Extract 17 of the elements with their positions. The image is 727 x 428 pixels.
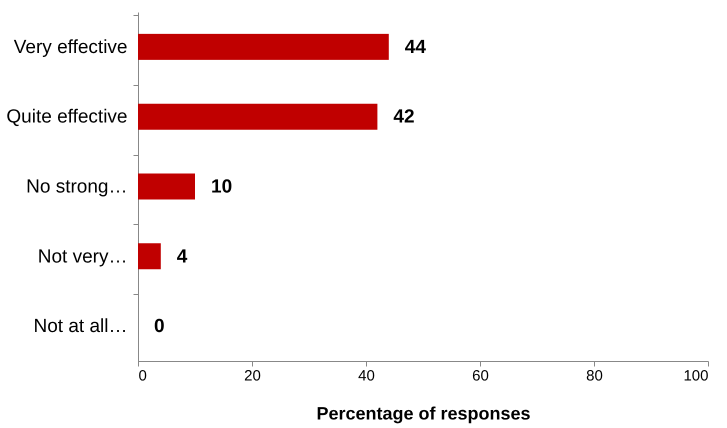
x-tick-label: 80 — [586, 368, 603, 384]
y-tick-label: Not very… — [38, 246, 128, 268]
data-label: 42 — [393, 106, 415, 128]
data-label: 4 — [176, 246, 188, 268]
y-tick-label: Very effective — [14, 36, 128, 58]
data-label: 0 — [154, 316, 165, 338]
data-label: 44 — [404, 36, 426, 58]
x-axis-title: Percentage of responses — [316, 404, 531, 424]
data-label: 10 — [211, 176, 232, 198]
x-tick-label: 40 — [358, 368, 375, 384]
y-tick-label: Quite effective — [6, 106, 128, 128]
x-tick-label: 60 — [472, 368, 489, 384]
x-tick-label: 0 — [138, 368, 147, 384]
x-tick-label: 100 — [683, 368, 708, 384]
y-tick-label: No strong… — [26, 176, 128, 198]
y-tick-label: Not at all… — [34, 316, 128, 338]
x-tick-label: 20 — [244, 368, 261, 384]
